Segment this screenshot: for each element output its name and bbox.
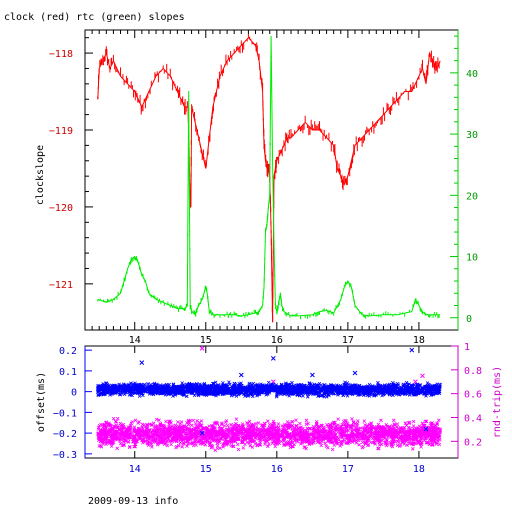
y-left-tick-label: −118 — [49, 49, 73, 60]
bottom-x-tick-label: 16 — [271, 464, 283, 475]
y-left-tick-label: −121 — [49, 280, 73, 291]
chart-title: clock (red) rtc (green) slopes — [4, 12, 185, 23]
bottom-y-right-tick-label: 0.8 — [464, 366, 482, 377]
bottom-y-right-tick-label: 0.6 — [464, 390, 482, 401]
y-right-tick-label: 20 — [466, 191, 478, 202]
bottom-x-tick-label: 14 — [129, 464, 141, 475]
bottom-y-left-tick-label: 0.2 — [59, 346, 77, 357]
y-right-tick-label: 10 — [466, 253, 478, 264]
series-line-1 — [97, 36, 441, 323]
scatter-outliers-2 — [199, 346, 425, 385]
scatter-outliers-1 — [139, 347, 429, 436]
scatter-points-1 — [96, 380, 442, 399]
bottom-x-tick-label: 15 — [200, 464, 212, 475]
bottom-x-tick-label: 18 — [413, 464, 425, 475]
x-tick-label: 15 — [200, 335, 212, 346]
series-noise-1 — [97, 34, 441, 323]
footer-label: 2009-09-13 info — [88, 496, 179, 507]
bottom-y-left-label: offset(ms) — [36, 372, 47, 432]
x-tick-label: 14 — [129, 335, 141, 346]
series-noise-2 — [97, 36, 440, 320]
y-left-tick-label: −119 — [49, 126, 73, 137]
x-tick-label: 18 — [413, 335, 425, 346]
y-right-tick-label: 30 — [466, 130, 478, 141]
x-tick-label: 17 — [342, 335, 354, 346]
scatter-points-2 — [96, 416, 442, 452]
bottom-y-left-tick-label: 0.1 — [59, 367, 77, 378]
bottom-y-right-tick-label: 1 — [464, 342, 470, 353]
bottom-y-right-label: rnd-trip(ms) — [492, 366, 503, 438]
series-line-2 — [97, 36, 441, 317]
bottom-y-left-tick-label: −0.3 — [53, 450, 77, 461]
x-tick-label: 16 — [271, 335, 283, 346]
bottom-y-right-tick-label: 0.2 — [464, 437, 482, 448]
y-right-tick-label: 40 — [466, 69, 478, 80]
bottom-x-tick-label: 17 — [342, 464, 354, 475]
bottom-y-left-tick-label: −0.2 — [53, 429, 77, 440]
y-axis-label: clockslope — [35, 145, 46, 205]
bottom-y-left-tick-label: −0.1 — [53, 408, 77, 419]
bottom-y-right-tick-label: 0.4 — [464, 413, 482, 424]
y-right-tick-label: 0 — [466, 314, 472, 325]
bottom-y-left-tick-label: 0 — [71, 388, 77, 399]
y-left-tick-label: −120 — [49, 203, 73, 214]
